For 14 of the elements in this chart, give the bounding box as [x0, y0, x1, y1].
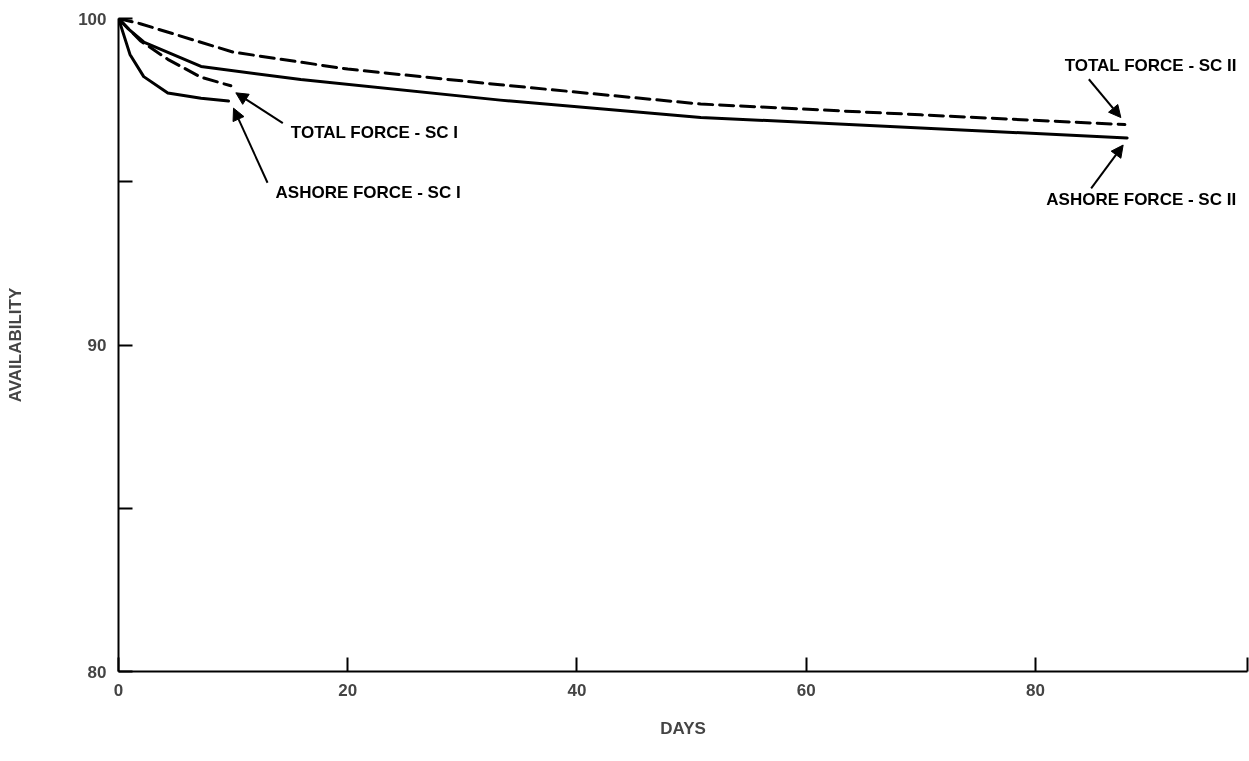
y-tick-label: 80 [87, 662, 107, 682]
text: TOTAL FORCE - SC II [1064, 56, 1237, 76]
x-tick-label: 40 [567, 680, 587, 700]
y-tick-label: 100 [78, 9, 107, 29]
text: ASHORE FORCE - SC I [275, 182, 461, 202]
y-axis-title: AVAILABILITY [6, 287, 26, 403]
x-tick-label: 0 [113, 680, 124, 700]
x-axis-title: DAYS [660, 718, 706, 738]
y-tick-label: 90 [87, 336, 107, 355]
text: ASHORE FORCE - SC II [1046, 190, 1237, 210]
x-tick-label: 80 [1026, 680, 1045, 700]
x-tick-label: 60 [796, 680, 816, 700]
x-tick-label: 20 [338, 680, 358, 700]
text: TOTAL FORCE - SC I [290, 123, 458, 143]
